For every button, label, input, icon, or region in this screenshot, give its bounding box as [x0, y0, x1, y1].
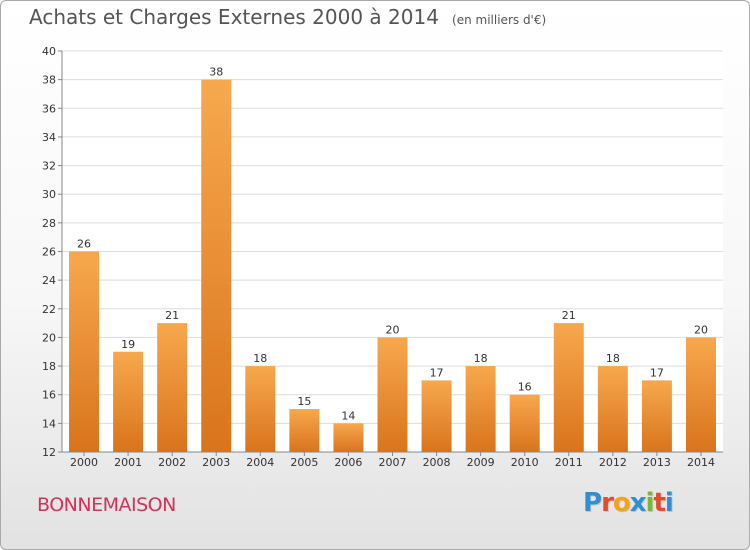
- logo-letter: t: [653, 488, 665, 518]
- bar-value-label: 16: [518, 381, 532, 394]
- y-tick-label: 22: [42, 303, 56, 316]
- bar: [509, 394, 540, 452]
- bar-value-label: 19: [121, 338, 135, 351]
- y-tick-label: 14: [42, 417, 56, 430]
- logo-letter: o: [612, 488, 631, 518]
- x-tick-label: 2003: [202, 456, 230, 469]
- bar-value-label: 18: [474, 352, 488, 365]
- x-tick-label: 2011: [555, 456, 583, 469]
- bar: [377, 337, 408, 452]
- y-tick-label: 16: [42, 389, 56, 402]
- logo-letter: i: [664, 488, 674, 518]
- bar-value-label: 20: [694, 323, 708, 336]
- y-tick-label: 32: [42, 160, 56, 173]
- x-tick-label: 2013: [643, 456, 671, 469]
- bar: [113, 351, 144, 452]
- bar: [685, 337, 716, 452]
- y-tick-label: 34: [42, 131, 56, 144]
- bar: [465, 366, 496, 452]
- x-tick-label: 2004: [246, 456, 274, 469]
- bar-value-label: 18: [606, 352, 620, 365]
- y-tick-label: 38: [42, 74, 56, 87]
- bar-value-label: 21: [562, 309, 576, 322]
- bar: [157, 323, 188, 452]
- x-tick-label: 2009: [467, 456, 495, 469]
- bar: [69, 251, 100, 452]
- bar-value-label: 26: [77, 238, 91, 251]
- place-name: BONNEMAISON: [37, 494, 176, 516]
- x-tick-label: 2000: [70, 456, 98, 469]
- logo-letter: r: [601, 488, 614, 518]
- logo-letter: x: [629, 488, 647, 518]
- x-tick-label: 2006: [334, 456, 362, 469]
- y-tick-label: 40: [42, 45, 56, 58]
- bar-value-label: 20: [386, 323, 400, 336]
- bar-value-label: 17: [430, 366, 444, 379]
- chart-unit: (en milliers d'€): [452, 13, 547, 27]
- logo-letter: i: [645, 488, 655, 518]
- bar-value-label: 14: [341, 409, 355, 422]
- x-tick-label: 2010: [511, 456, 539, 469]
- bar-value-label: 15: [297, 395, 311, 408]
- bar: [553, 323, 584, 452]
- x-tick-label: 2005: [290, 456, 318, 469]
- y-tick-label: 26: [42, 246, 56, 259]
- bar-chart: 12 14 16 18 20 22 24 26 28 30 32 34 36 38 40 26 2000 19 20…: [42, 45, 723, 469]
- bar-value-label: 21: [165, 309, 179, 322]
- chart-title: Achats et Charges Externes 2000 à 2014: [29, 5, 439, 29]
- x-tick-label: 2007: [379, 456, 407, 469]
- bar: [201, 79, 232, 453]
- proxiti-logo: Proxiti: [583, 488, 674, 518]
- y-tick-label: 20: [42, 331, 56, 344]
- bar: [421, 380, 452, 452]
- bar: [597, 366, 628, 452]
- x-tick-label: 2012: [599, 456, 627, 469]
- y-tick-label: 18: [42, 360, 56, 373]
- y-tick-label: 28: [42, 217, 56, 230]
- y-tick-label: 12: [42, 446, 56, 459]
- x-tick-label: 2014: [687, 456, 715, 469]
- bar-value-label: 17: [650, 366, 664, 379]
- x-tick-label: 2001: [114, 456, 142, 469]
- bar-value-label: 18: [253, 352, 267, 365]
- y-tick-label: 24: [42, 274, 56, 287]
- bar: [641, 380, 672, 452]
- x-tick-label: 2002: [158, 456, 186, 469]
- bar-value-label: 38: [209, 66, 223, 79]
- chart-title-block: Achats et Charges Externes 2000 à 2014 (…: [29, 5, 546, 29]
- bar: [289, 409, 320, 452]
- y-tick-label: 30: [42, 188, 56, 201]
- bar: [333, 423, 364, 452]
- x-tick-label: 2008: [423, 456, 451, 469]
- logo-letter: P: [583, 488, 602, 518]
- bar: [245, 366, 276, 452]
- y-tick-label: 36: [42, 102, 56, 115]
